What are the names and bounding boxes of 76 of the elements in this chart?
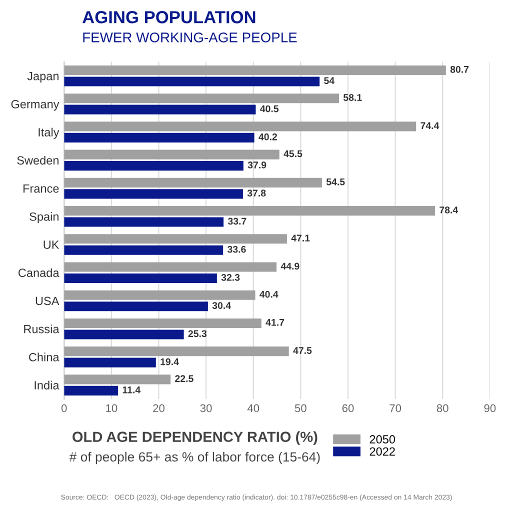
chart-title: AGING POPULATION <box>82 11 256 24</box>
data-label: 45.5 <box>284 150 302 158</box>
data-label: 80.7 <box>450 66 469 73</box>
y-tick-label: Sweden <box>17 156 58 165</box>
data-label: 37.8 <box>247 190 266 197</box>
x-tick-label: 40 <box>247 404 260 412</box>
y-tick-label: Italy <box>38 128 60 139</box>
x-tick-label: 30 <box>200 404 212 412</box>
x-tick-label: 50 <box>294 404 306 412</box>
y-tick-label: USA <box>36 296 60 306</box>
x-tick-label: 80 <box>436 404 448 412</box>
bar <box>64 374 171 384</box>
x-tick-label: 60 <box>342 404 354 412</box>
data-label: 54.5 <box>326 178 345 186</box>
bar <box>64 178 322 188</box>
y-tick-label: Spain <box>30 212 58 224</box>
bar <box>64 94 339 104</box>
data-label: 47.5 <box>293 347 312 354</box>
y-tick-label: Canada <box>18 268 60 278</box>
bar <box>64 358 156 368</box>
y-tick-label: China <box>29 352 60 362</box>
bar <box>64 245 224 255</box>
y-tick-label: India <box>34 380 60 390</box>
data-label: 30.4 <box>212 302 231 309</box>
x-tick-label: 20 <box>153 404 164 412</box>
data-label: 37.9 <box>248 162 266 168</box>
data-label: 74.4 <box>420 122 440 129</box>
data-label: 40.2 <box>258 133 278 140</box>
data-label: 33.6 <box>227 246 246 253</box>
bar <box>64 302 208 312</box>
y-tick-label: UK <box>44 240 60 249</box>
y-tick-label: France <box>23 184 59 193</box>
data-label: 11.4 <box>122 386 141 394</box>
data-label: 19.4 <box>160 358 179 366</box>
bar <box>64 206 436 216</box>
data-label: 47.1 <box>291 234 310 242</box>
text: # of people 65+ as % of labor force (15-64) <box>69 452 320 464</box>
data-label: 22.5 <box>175 375 194 382</box>
data-label: 32.3 <box>221 274 240 281</box>
bar <box>64 150 280 160</box>
bar <box>64 273 217 284</box>
x-tick-label: 10 <box>106 404 118 412</box>
bar <box>64 234 287 244</box>
legend-label: 2022 <box>370 447 395 456</box>
data-label: 54 <box>324 77 335 84</box>
chart-subtitle: FEWER WORKING-AGE PEOPLE <box>83 32 297 42</box>
bar <box>64 330 184 340</box>
bar <box>64 76 320 86</box>
bar <box>64 122 416 132</box>
data-label: 78.4 <box>440 206 458 214</box>
bar <box>64 189 243 199</box>
bar <box>64 132 254 142</box>
bar <box>64 161 244 171</box>
x-axis-title: OLD AGE DEPENDENCY RATIO (%) <box>72 431 318 445</box>
bar <box>64 65 446 76</box>
bar <box>64 217 224 227</box>
data-label: 40.5 <box>260 105 279 112</box>
bar <box>64 104 256 114</box>
bar <box>64 262 277 272</box>
data-label: 41.7 <box>266 319 284 326</box>
data-label: 44.9 <box>280 262 300 270</box>
x-tick-label: 90 <box>484 404 496 412</box>
x-tick-label: 0 <box>61 404 67 412</box>
legend-label: 2050 <box>370 435 396 444</box>
data-label: 40.4 <box>260 290 278 298</box>
y-tick-label: Germany <box>11 100 60 111</box>
bar <box>64 386 118 396</box>
y-tick-label: Japan <box>27 72 58 83</box>
data-label: 25.3 <box>188 330 207 338</box>
bar <box>64 318 262 328</box>
x-tick-label: 70 <box>390 404 402 412</box>
y-tick-label: Russia <box>24 324 60 334</box>
bar <box>64 290 256 300</box>
bar <box>64 346 289 356</box>
data-label: 58.1 <box>343 94 362 101</box>
data-label: 33.7 <box>228 218 246 225</box>
